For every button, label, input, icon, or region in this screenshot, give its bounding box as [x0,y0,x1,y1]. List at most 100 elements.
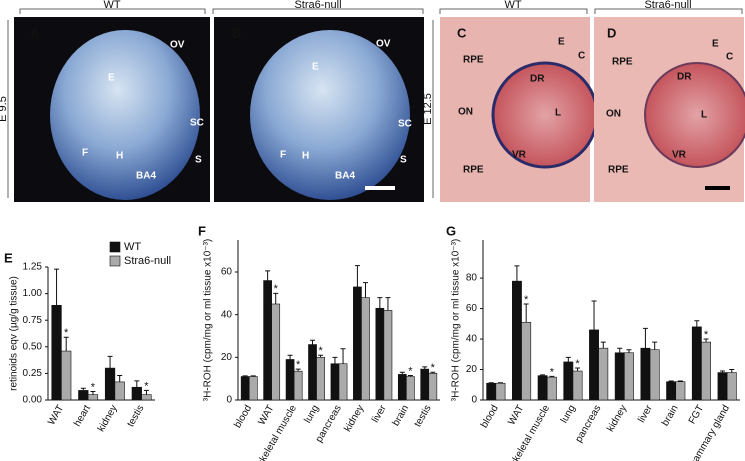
error-bar [703,338,709,343]
error-bar [354,265,360,287]
error-bar [377,297,383,309]
photo-label: F [82,148,88,159]
photo-label: E [712,39,719,50]
panel-label: D [607,25,616,40]
x-tick-label: WAT [506,403,526,427]
error-bar [273,292,279,304]
panel-label: F [198,223,206,238]
error-bar [332,356,338,364]
bar [361,297,370,401]
y-axis-label: ³H-ROH (cpm/mg or ml tissue x10⁻³) [451,239,462,402]
error-bar [575,367,581,372]
photo-label: H [302,151,309,162]
error-bar [63,336,69,352]
significance: * [318,345,323,357]
photo-label: VR [672,150,687,161]
error-bar [540,374,546,376]
photo-labels: A OV E F SC H BA4 S B OV E F SC H BA4 S … [30,25,733,181]
bar [428,373,438,401]
stage-label: E 12.5 [422,93,434,125]
bar [114,381,125,401]
significance: * [296,359,301,371]
x-tick-label: liver [636,403,655,425]
photo-label: RPE [608,165,629,176]
error-bar [642,327,648,349]
significance: * [524,294,529,306]
y-tick-label: 0.50 [23,341,43,352]
photo-label: RPE [463,55,484,66]
bar [338,363,348,401]
error-bar [549,375,555,378]
error-bar [54,268,60,306]
bar [563,361,574,401]
error-bar [617,347,623,353]
error-bar [295,368,301,372]
photo-label: ON [606,109,621,120]
legend-label: WT [124,241,141,253]
bar [51,305,62,401]
bar [293,370,303,401]
error-bar [677,380,683,382]
error-bar [694,320,700,327]
bar [675,381,686,401]
legend-swatch [109,255,121,267]
photo-label: E [108,73,115,84]
error-bar [729,369,735,373]
error-bar [407,374,413,377]
bar [61,350,72,401]
photo-label: S [195,155,202,166]
error-bar [242,375,248,377]
bar [141,394,152,401]
y-tick-label: 20 [466,364,478,375]
error-bar [250,375,256,377]
photo-label: DR [677,72,692,83]
error-bar [514,265,520,282]
bar [598,347,609,401]
error-bar [591,300,597,330]
error-bar [362,282,368,298]
y-tick-label: 60 [221,267,233,278]
group-label: Stra6-null [294,0,341,11]
x-tick-label: blood [232,403,254,430]
x-tick-label: kidney [605,403,629,434]
panel-label: G [446,223,456,238]
photo-label: S [400,155,407,166]
photo-label: BA4 [136,171,156,182]
significance: * [408,365,413,377]
x-tick-label: WAT [256,403,276,427]
y-tick-label: 1.25 [23,262,43,273]
photo-label: C [578,51,585,62]
bar [353,286,362,401]
bar [248,376,258,401]
x-tick-label: kidney [342,403,366,434]
panel-label: A [30,25,40,40]
panel-label: C [457,25,467,40]
bar [640,347,651,401]
bar [726,372,737,401]
bar [572,370,583,401]
y-tick-label: 0.25 [23,368,43,379]
photo-label: RPE [463,165,484,176]
bar [308,344,317,401]
error-bar [80,387,86,391]
error-bar [90,390,96,395]
legend-swatch [109,241,121,253]
photo-label: BA4 [335,171,355,182]
y-tick-label: 60 [466,303,478,314]
significance: * [91,381,96,393]
y-tick-label: 40 [221,309,233,320]
y-tick-label: 1.00 [23,288,43,299]
photo-label: DR [530,74,545,85]
bar [271,303,281,401]
photo-label: ON [458,107,473,118]
photo-label: F [280,150,286,161]
error-bar [107,355,113,369]
eye [491,61,599,169]
error-bar [430,371,436,374]
photo-label: C [726,52,733,63]
x-tick-label: heart [72,403,93,428]
y-tick-label: 20 [221,352,233,363]
photo-label: H [116,151,123,162]
y-tick-label: 0 [226,395,232,406]
